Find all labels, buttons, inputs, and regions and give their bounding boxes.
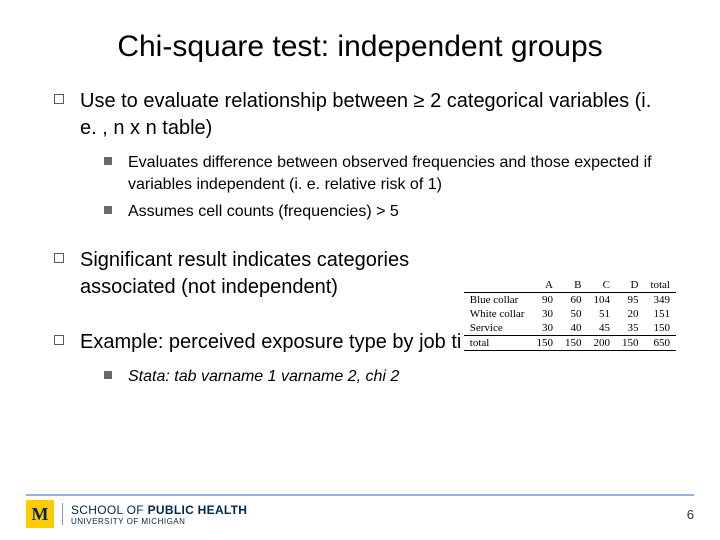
square-filled-icon bbox=[104, 157, 112, 165]
cell: 95 bbox=[616, 293, 645, 308]
row-label: Blue collar bbox=[464, 293, 531, 308]
row-label: White collar bbox=[464, 307, 531, 321]
school-bold: PUBLIC HEALTH bbox=[148, 503, 248, 517]
table-row: White collar 30 50 51 20 151 bbox=[464, 307, 676, 321]
school-label: SCHOOL OF PUBLIC HEALTH bbox=[71, 503, 247, 517]
cell: 650 bbox=[644, 336, 676, 351]
bullet-2-text: Significant result indicates categories … bbox=[80, 247, 440, 301]
th: D bbox=[616, 278, 645, 293]
cell: 150 bbox=[559, 336, 588, 351]
bullet-1-text: Use to evaluate relationship between ≥ 2… bbox=[80, 88, 670, 142]
university-label: UNIVERSITY OF MICHIGAN bbox=[71, 517, 247, 526]
cell: 200 bbox=[587, 336, 616, 351]
cell: 50 bbox=[559, 307, 588, 321]
table-totals: total 150 150 200 150 650 bbox=[464, 336, 676, 351]
bullet-1-1-text: Evaluates difference between observed fr… bbox=[128, 152, 670, 195]
school-thin: SCHOOL OF bbox=[71, 503, 148, 517]
th: total bbox=[644, 278, 676, 293]
cell: 51 bbox=[587, 307, 616, 321]
brand: M SCHOOL OF PUBLIC HEALTH UNIVERSITY OF … bbox=[26, 500, 247, 528]
slide: Chi-square test: independent groups Use … bbox=[0, 0, 720, 540]
bullet-3-text: Example: perceived exposure type by job … bbox=[80, 329, 482, 356]
row-label: Service bbox=[464, 321, 531, 336]
bullet-1-2-text: Assumes cell counts (frequencies) > 5 bbox=[128, 201, 399, 223]
cell: 30 bbox=[530, 307, 559, 321]
row-label: total bbox=[464, 336, 531, 351]
contingency-table: A B C D total Blue collar 90 60 104 95 3… bbox=[460, 276, 680, 353]
square-open-icon bbox=[54, 335, 64, 345]
cell: 60 bbox=[559, 293, 588, 308]
cell: 40 bbox=[559, 321, 588, 336]
cell: 151 bbox=[644, 307, 676, 321]
table-row: Service 30 40 45 35 150 bbox=[464, 321, 676, 336]
cell: 349 bbox=[644, 293, 676, 308]
bullet-1: Use to evaluate relationship between ≥ 2… bbox=[54, 88, 670, 142]
th: C bbox=[587, 278, 616, 293]
bullet-3-1-text: Stata: tab varname 1 varname 2, chi 2 bbox=[128, 366, 399, 388]
spacer bbox=[50, 229, 670, 247]
cell: 35 bbox=[616, 321, 645, 336]
th-blank bbox=[464, 278, 531, 293]
th: B bbox=[559, 278, 588, 293]
brand-divider bbox=[62, 503, 63, 525]
page-number: 6 bbox=[687, 507, 694, 522]
footer: M SCHOOL OF PUBLIC HEALTH UNIVERSITY OF … bbox=[0, 492, 720, 540]
bullet-1-1: Evaluates difference between observed fr… bbox=[104, 152, 670, 195]
cell: 30 bbox=[530, 321, 559, 336]
cell: 90 bbox=[530, 293, 559, 308]
slide-title: Chi-square test: independent groups bbox=[50, 30, 670, 64]
square-open-icon bbox=[54, 94, 64, 104]
table-row: Blue collar 90 60 104 95 349 bbox=[464, 293, 676, 308]
table-header: A B C D total bbox=[464, 278, 676, 293]
cell: 150 bbox=[644, 321, 676, 336]
brand-text: SCHOOL OF PUBLIC HEALTH UNIVERSITY OF MI… bbox=[71, 503, 247, 526]
cell: 20 bbox=[616, 307, 645, 321]
block-m-icon: M bbox=[26, 500, 54, 528]
square-open-icon bbox=[54, 253, 64, 263]
cell: 104 bbox=[587, 293, 616, 308]
cell: 150 bbox=[530, 336, 559, 351]
square-filled-icon bbox=[104, 206, 112, 214]
cell: 150 bbox=[616, 336, 645, 351]
bullet-3-1: Stata: tab varname 1 varname 2, chi 2 bbox=[104, 366, 670, 388]
th: A bbox=[530, 278, 559, 293]
bullet-1-2: Assumes cell counts (frequencies) > 5 bbox=[104, 201, 670, 223]
cell: 45 bbox=[587, 321, 616, 336]
square-filled-icon bbox=[104, 371, 112, 379]
